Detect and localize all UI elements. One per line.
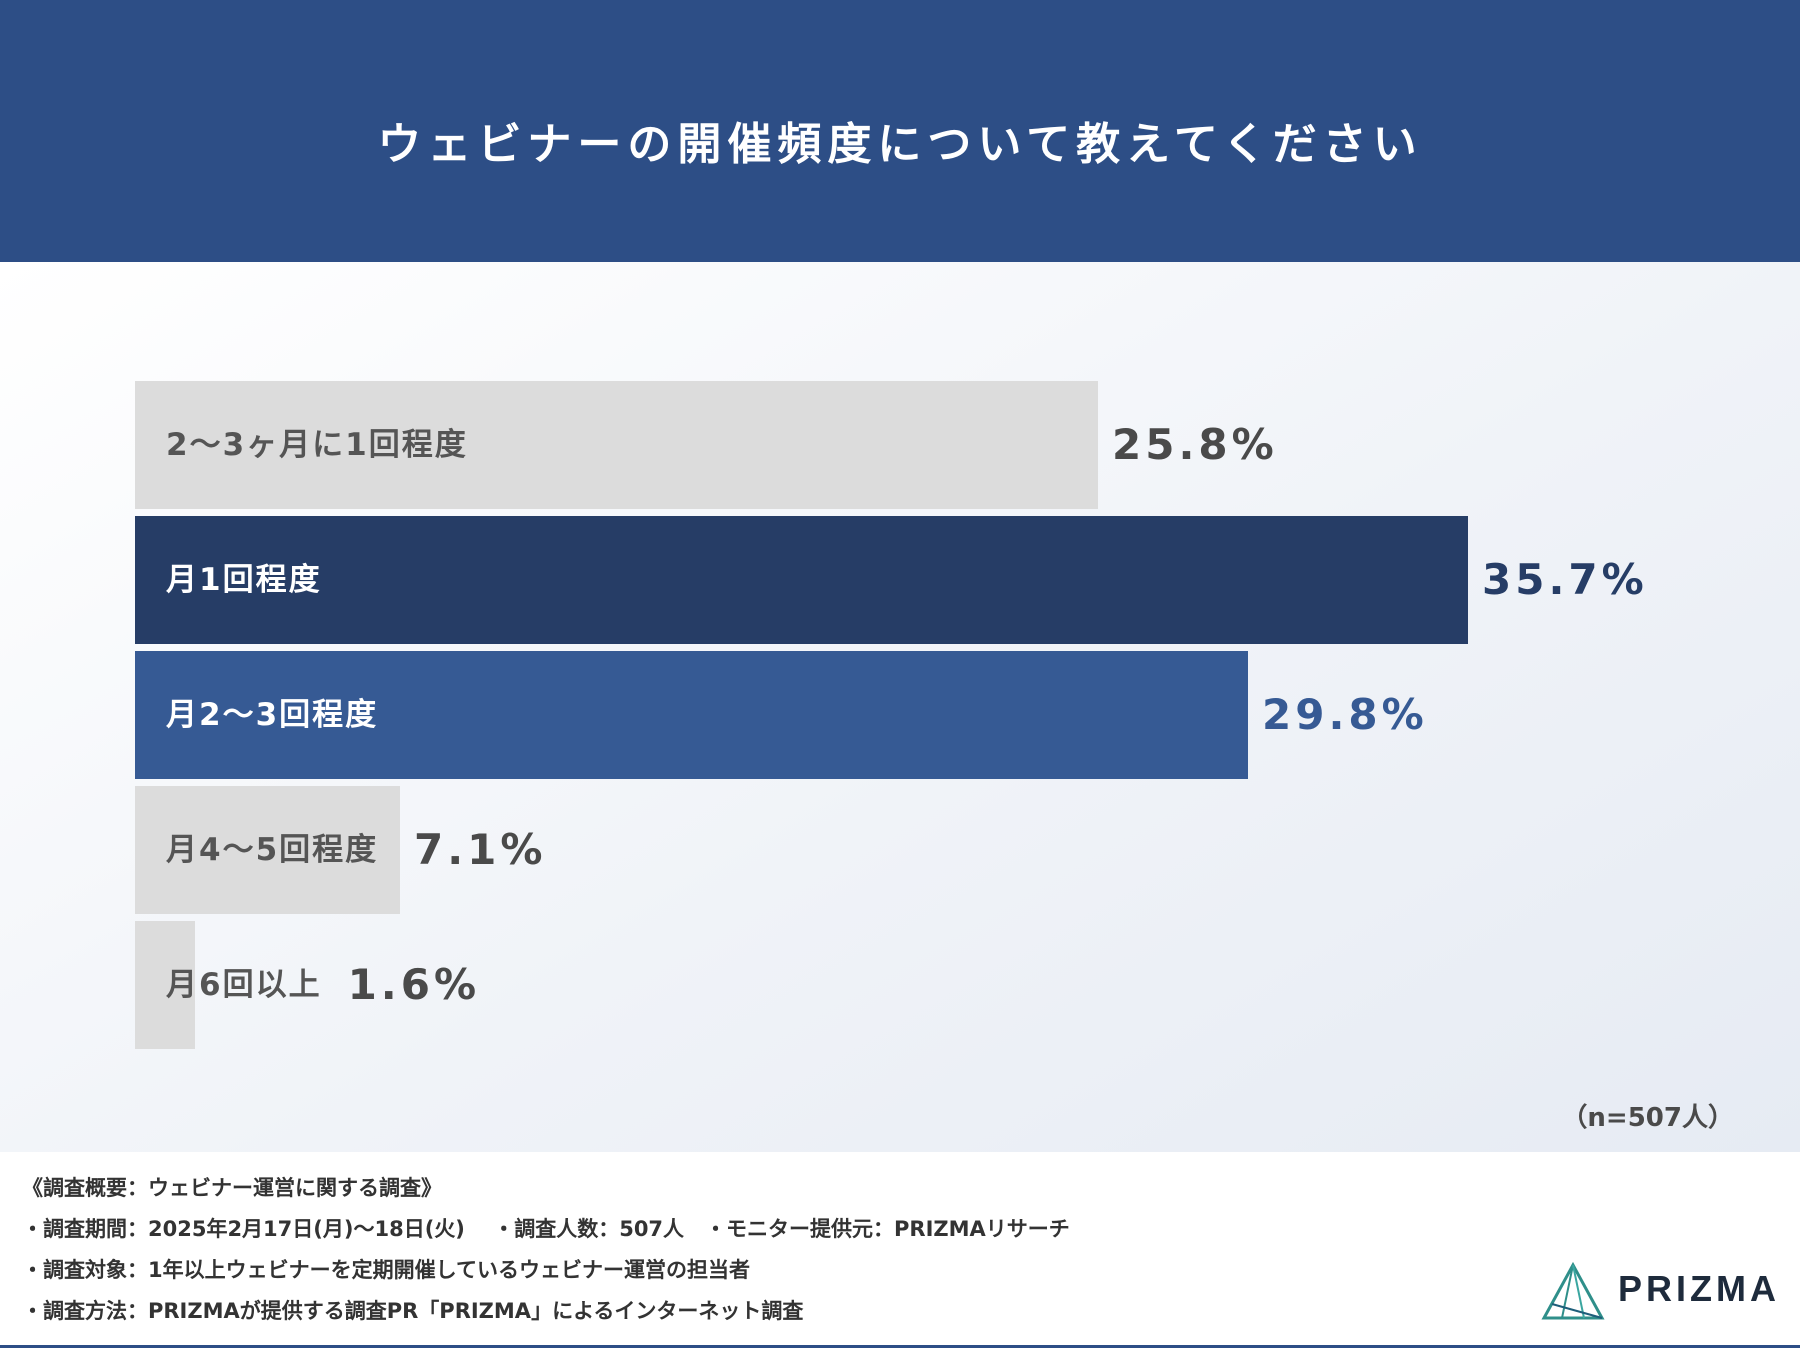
bar-category-label: 月1回程度	[166, 562, 322, 598]
survey-method-line: ・調査方法：PRIZMAが提供する調査PR「PRIZMA」によるインターネット調…	[22, 1299, 804, 1323]
bar	[135, 921, 195, 1049]
bar-value-label: 29.8%	[1262, 690, 1428, 739]
survey-summary-heading: 《調査概要：ウェビナー運営に関する調査》	[22, 1176, 442, 1200]
bar-category-label: 月2〜3回程度	[166, 697, 379, 733]
bar-value-label: 25.8%	[1112, 420, 1278, 469]
bar-chart: 2〜3ヶ月に1回程度 25.8% 月1回程度 35.7% 月2〜3回程度 29.8% 月4〜…	[0, 262, 1800, 1152]
bar-value-label: 1.6%	[347, 960, 481, 1009]
chart-title: ウェビナーの開催頻度について教えてください	[377, 119, 1423, 170]
prizma-logo: PRIZMA	[1540, 1261, 1780, 1322]
bar	[135, 516, 1468, 644]
header-banner: ウェビナーの開催頻度について教えてください	[0, 0, 1800, 262]
logo-wordmark: PRIZMA	[1618, 1268, 1780, 1309]
survey-period-line: ・調査期間：2025年2月17日(月)〜18日(火) ・調査人数：507人 ・モ…	[22, 1217, 1070, 1241]
bar-value-label: 35.7%	[1482, 555, 1648, 604]
footer-rule	[0, 1345, 1800, 1348]
bar	[135, 381, 1098, 509]
bar-category-label: 月6回以上	[166, 967, 322, 1003]
survey-target-line: ・調査対象：1年以上ウェビナーを定期開催しているウェビナー運営の担当者	[22, 1258, 750, 1282]
bar	[135, 786, 400, 914]
sample-size-note: （n=507人）	[1561, 1103, 1734, 1133]
bar	[135, 651, 1248, 779]
survey-footer: 《調査概要：ウェビナー運営に関する調査》 ・調査期間：2025年2月17日(月)…	[0, 1152, 1800, 1350]
bar-category-label: 月4〜5回程度	[166, 832, 379, 868]
bar-category-label: 2〜3ヶ月に1回程度	[166, 427, 468, 463]
bar-value-label: 7.1%	[414, 825, 547, 874]
chart-area: 2〜3ヶ月に1回程度 25.8% 月1回程度 35.7% 月2〜3回程度 29.8% 月4〜…	[0, 262, 1800, 1152]
prism-triangle-icon	[1541, 1261, 1605, 1320]
